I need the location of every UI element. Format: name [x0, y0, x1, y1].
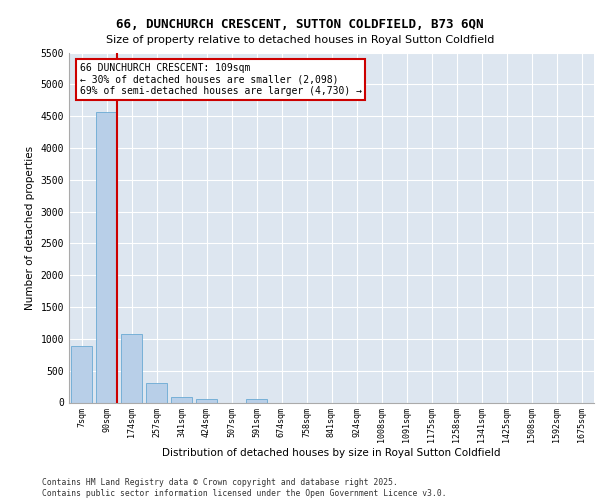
Bar [196, 399, 217, 402]
Y-axis label: Number of detached properties: Number of detached properties [25, 146, 35, 310]
Text: 66, DUNCHURCH CRESCENT, SUTTON COLDFIELD, B73 6QN: 66, DUNCHURCH CRESCENT, SUTTON COLDFIELD… [116, 18, 484, 30]
Bar [146, 384, 167, 402]
Text: 66 DUNCHURCH CRESCENT: 109sqm
← 30% of detached houses are smaller (2,098)
69% o: 66 DUNCHURCH CRESCENT: 109sqm ← 30% of d… [79, 63, 361, 96]
Text: Size of property relative to detached houses in Royal Sutton Coldfield: Size of property relative to detached ho… [106, 35, 494, 45]
Bar [171, 397, 192, 402]
Bar [71, 346, 92, 403]
Text: Contains HM Land Registry data © Crown copyright and database right 2025.
Contai: Contains HM Land Registry data © Crown c… [42, 478, 446, 498]
Bar [121, 334, 142, 402]
Bar [96, 112, 117, 403]
X-axis label: Distribution of detached houses by size in Royal Sutton Coldfield: Distribution of detached houses by size … [162, 448, 501, 458]
Bar [246, 398, 267, 402]
